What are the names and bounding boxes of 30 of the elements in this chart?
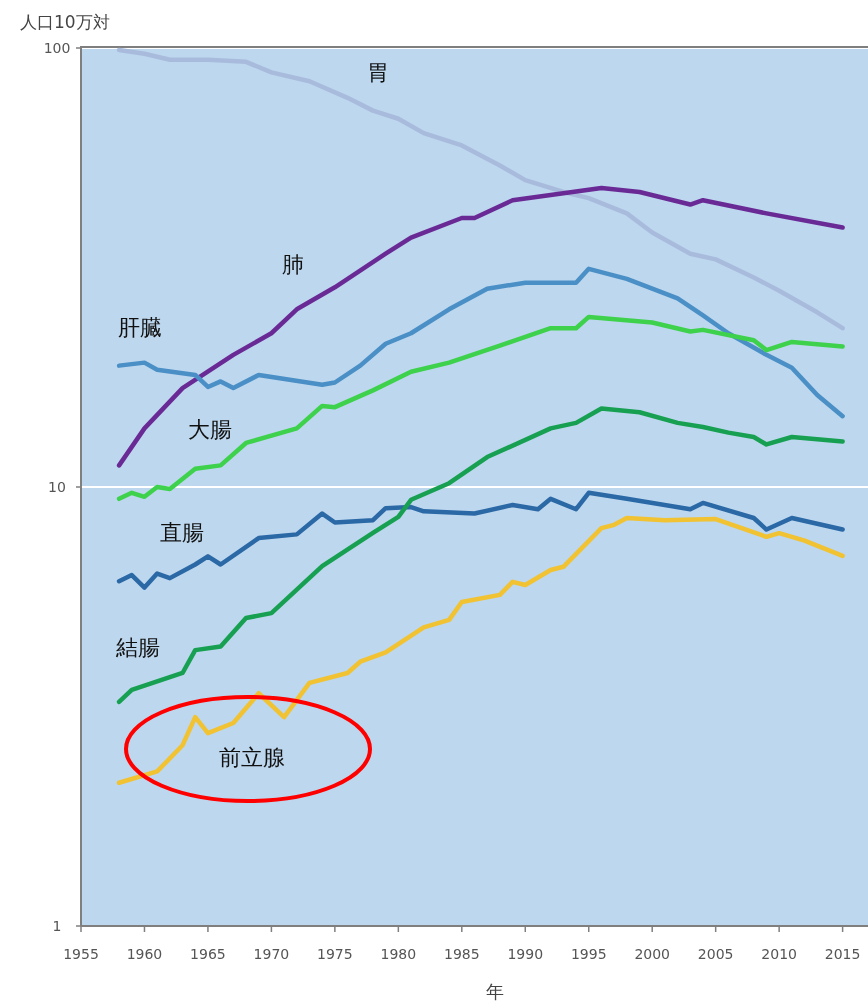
series-label: 直腸 [160, 520, 204, 545]
x-tick-label: 2015 [824, 946, 861, 962]
y-axis-title: 人口10万対 [20, 12, 110, 32]
series-label: 胃 [367, 60, 389, 85]
y-tick-label: 100 [43, 40, 71, 56]
x-tick-label: 1980 [380, 946, 417, 962]
x-tick-label: 1955 [63, 946, 99, 962]
x-tick-label: 1970 [253, 946, 290, 962]
x-tick-label: 2000 [634, 946, 671, 962]
x-tick-label: 2005 [697, 946, 734, 962]
y-tick-label: 1 [52, 918, 62, 934]
line-series [116, 185, 845, 468]
x-tick-label: 1975 [317, 946, 353, 962]
series-label: 肺 [282, 252, 304, 277]
series-label: 前立腺 [219, 745, 285, 770]
x-axis-title: 年 [485, 981, 504, 1002]
series-label: 肝臓 [118, 315, 162, 340]
series-label: 大腸 [188, 417, 232, 442]
y-tick-label: 10 [48, 479, 66, 495]
x-tick-label: 2010 [761, 946, 797, 962]
x-tick-label: 1990 [507, 946, 544, 962]
x-tick-label: 1965 [190, 946, 226, 962]
x-tick-label: 1995 [570, 946, 607, 962]
series-label: 結腸 [115, 635, 160, 660]
x-tick-label: 1985 [443, 946, 480, 962]
line-series [116, 490, 845, 590]
x-tick-label: 1960 [126, 946, 163, 962]
line-series [116, 314, 845, 502]
line-series [116, 515, 845, 785]
line-series [116, 406, 845, 705]
